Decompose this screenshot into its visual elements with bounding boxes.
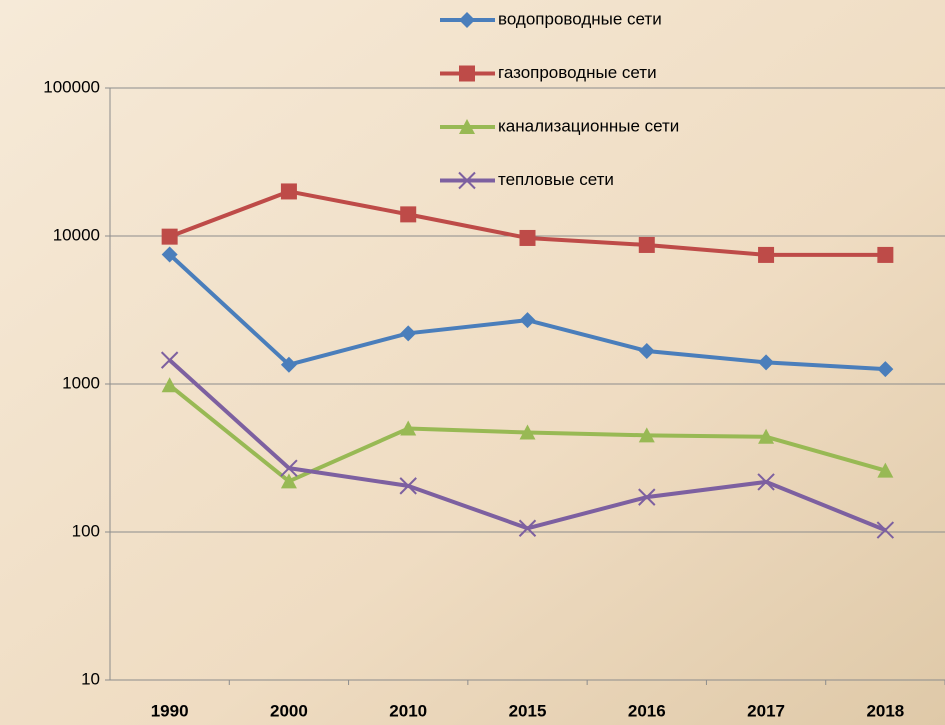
data-point xyxy=(520,230,536,246)
data-point xyxy=(758,247,774,263)
x-tick-label: 2010 xyxy=(389,701,427,720)
y-tick-label: 10000 xyxy=(53,225,100,244)
data-point xyxy=(162,229,178,245)
page: 10 100 1000 10000 100000 1990 2000 2010 2015 2016… xyxy=(0,0,945,725)
chart: 10 100 1000 10000 100000 1990 2000 2010 2015 2016… xyxy=(0,0,945,725)
data-point xyxy=(639,237,655,253)
x-tick-label: 2000 xyxy=(270,701,308,720)
x-tick-label: 2015 xyxy=(509,701,547,720)
legend-label: газопроводные сети xyxy=(498,63,657,82)
legend-label: водопроводные сети xyxy=(498,9,662,28)
y-tick-label: 10 xyxy=(81,669,100,688)
data-point xyxy=(877,247,893,263)
legend-label: тепловые сети xyxy=(498,170,614,189)
data-point xyxy=(281,183,297,199)
y-tick-label: 1000 xyxy=(62,373,100,392)
legend-marker xyxy=(459,66,475,82)
y-tick-label: 100 xyxy=(72,521,100,540)
x-tick-label: 2017 xyxy=(747,701,785,720)
x-tick-label: 1990 xyxy=(151,701,189,720)
x-tick-label: 2016 xyxy=(628,701,666,720)
data-point xyxy=(400,206,416,222)
y-tick-label: 100000 xyxy=(43,77,100,96)
x-tick-label: 2018 xyxy=(866,701,904,720)
legend-label: канализационные сети xyxy=(498,116,679,135)
